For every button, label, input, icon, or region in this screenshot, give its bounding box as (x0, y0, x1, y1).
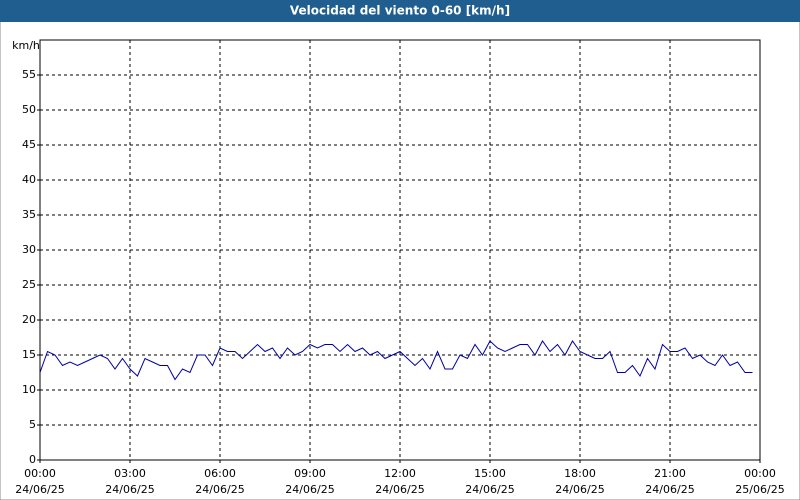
y-tick-label: 30 (22, 243, 36, 256)
y-tick-label: 10 (22, 383, 36, 396)
x-tick-label: 21:00 (654, 467, 686, 480)
x-tick-label: 00:00 (24, 467, 56, 480)
y-axis-label: km/h (12, 39, 40, 52)
y-tick-label: 25 (22, 278, 36, 291)
x-tick-date: 24/06/25 (645, 483, 694, 496)
y-tick-label: 20 (22, 313, 36, 326)
y-tick-label: 55 (22, 68, 36, 81)
chart-title: Velocidad del viento 0-60 [km/h] (290, 4, 510, 18)
x-tick-date: 24/06/25 (555, 483, 604, 496)
x-tick-label: 00:00 (744, 467, 776, 480)
x-tick-label: 06:00 (204, 467, 236, 480)
y-tick-label: 15 (22, 348, 36, 361)
y-tick-label: 45 (22, 138, 36, 151)
y-tick-label: 40 (22, 173, 36, 186)
y-tick-label: 0 (29, 453, 36, 466)
x-tick-label: 03:00 (114, 467, 146, 480)
x-tick-date: 24/06/25 (195, 483, 244, 496)
x-tick-label: 09:00 (294, 467, 326, 480)
x-tick-label: 15:00 (474, 467, 506, 480)
x-tick-date: 24/06/25 (375, 483, 424, 496)
y-tick-label: 5 (29, 418, 36, 431)
x-tick-date: 24/06/25 (105, 483, 154, 496)
y-tick-label: 50 (22, 103, 36, 116)
y-tick-label: 35 (22, 208, 36, 221)
x-tick-label: 18:00 (564, 467, 596, 480)
x-tick-date: 24/06/25 (285, 483, 334, 496)
title-bar (0, 0, 800, 22)
x-tick-date: 24/06/25 (465, 483, 514, 496)
x-tick-label: 12:00 (384, 467, 416, 480)
data-line (39, 340, 753, 381)
x-tick-date: 25/06/25 (735, 483, 784, 496)
x-tick-date: 24/06/25 (15, 483, 64, 496)
